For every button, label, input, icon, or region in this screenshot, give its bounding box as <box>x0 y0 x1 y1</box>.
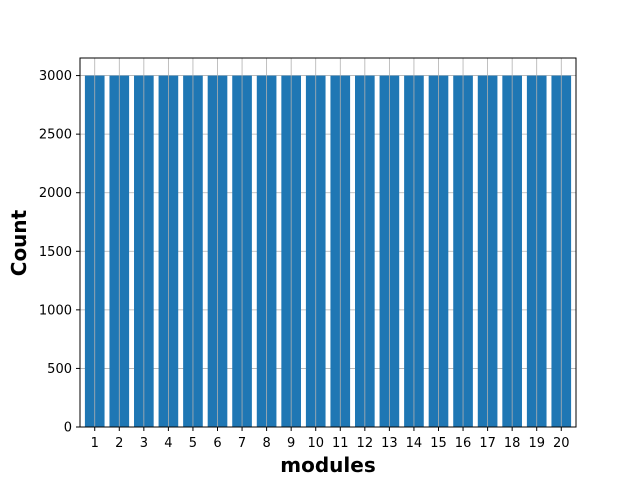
x-tick-label: 8 <box>262 436 270 451</box>
x-axis-label: modules <box>280 453 375 477</box>
x-tick-label: 3 <box>140 436 148 451</box>
y-axis-label: Count <box>7 209 31 276</box>
y-tick-label: 2500 <box>39 128 72 143</box>
x-tick-label: 14 <box>406 436 423 451</box>
y-tick-label: 1000 <box>39 303 72 318</box>
x-tick-label: 11 <box>332 436 349 451</box>
x-ticks: 1 2 3 4 5 6 7 8 9 10 11 12 13 14 15 16 17 18 19 20 <box>91 427 570 451</box>
y-ticks: 0 500 1000 1500 2000 2500 3000 <box>39 69 80 436</box>
y-tick-label: 500 <box>47 362 72 377</box>
x-tick-label: 6 <box>213 436 221 451</box>
axes <box>79 57 577 428</box>
x-tick-label: 17 <box>479 436 496 451</box>
x-tick-label: 9 <box>287 436 295 451</box>
x-tick-label: 4 <box>164 436 172 451</box>
x-tick-label: 10 <box>307 436 324 451</box>
x-tick-label: 18 <box>504 436 521 451</box>
y-tick-label: 3000 <box>39 69 72 84</box>
grid-lines <box>80 75 576 428</box>
x-tick-label: 19 <box>528 436 545 451</box>
y-tick-label: 0 <box>64 421 72 436</box>
x-tick-label: 15 <box>430 436 447 451</box>
x-tick-label: 13 <box>381 436 398 451</box>
x-tick-label: 7 <box>238 436 246 451</box>
x-tick-label: 1 <box>91 436 99 451</box>
x-tick-label: 2 <box>115 436 123 451</box>
x-tick-label: 20 <box>553 436 570 451</box>
y-tick-label: 1500 <box>39 245 72 260</box>
bars <box>84 58 572 428</box>
y-tick-label: 2000 <box>39 186 72 201</box>
x-tick-label: 5 <box>189 436 197 451</box>
x-tick-label: 16 <box>455 436 472 451</box>
plot-frame <box>79 57 577 428</box>
x-tick-label: 12 <box>357 436 374 451</box>
